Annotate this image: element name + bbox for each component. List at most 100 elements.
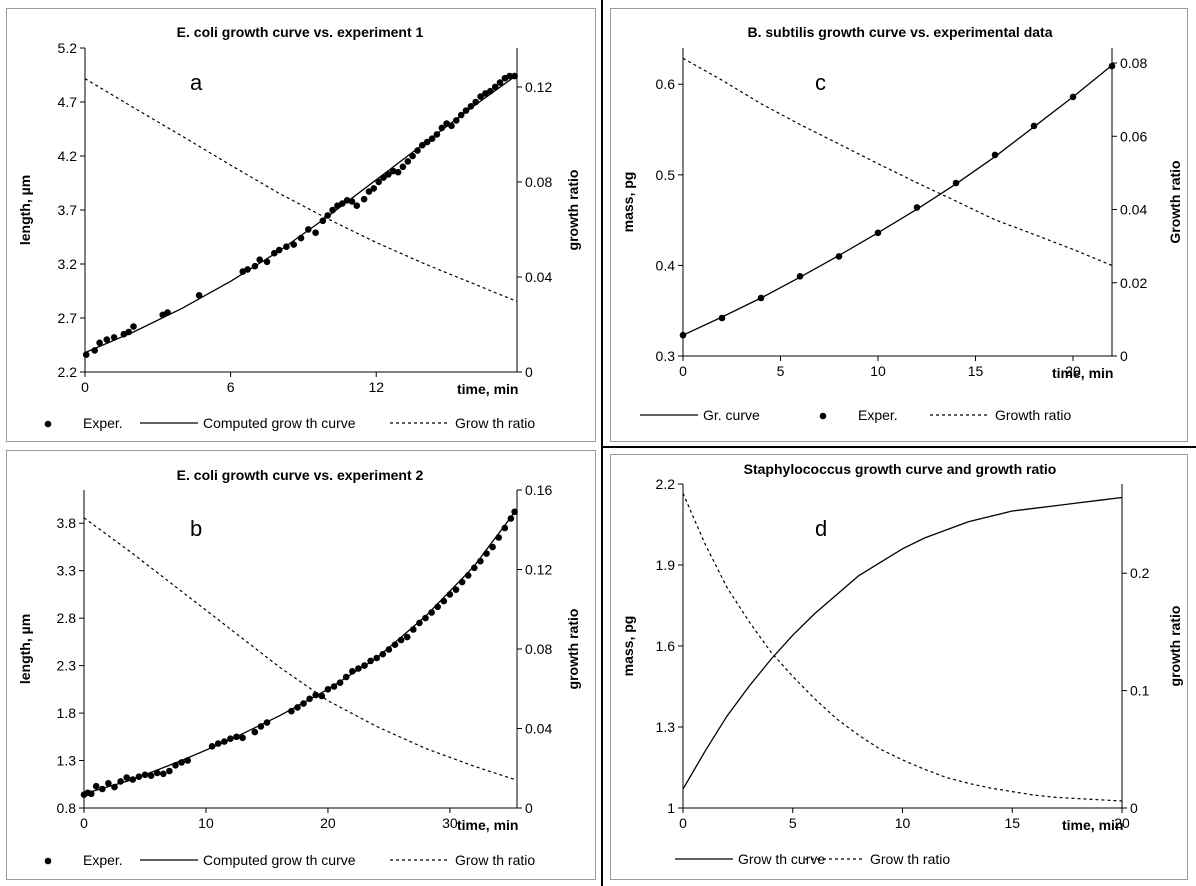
data-point-c bbox=[991, 151, 999, 159]
data-point-b bbox=[257, 723, 265, 730]
x-tick-label-d: 20 bbox=[1114, 815, 1130, 831]
data-point-b bbox=[306, 695, 313, 703]
data-point-b bbox=[227, 735, 234, 742]
data-point-b bbox=[434, 603, 442, 611]
data-point-a bbox=[506, 72, 513, 80]
y2-tick-label-a: 0.12 bbox=[525, 79, 552, 95]
y2-tick-label-b: 0.12 bbox=[525, 562, 552, 578]
data-point-b bbox=[507, 515, 515, 522]
data-point-b bbox=[288, 707, 295, 715]
data-point-b bbox=[153, 769, 161, 777]
y2-axis-label-c: Growth ratio bbox=[1167, 160, 1183, 243]
y-tick-label-c: 0.5 bbox=[656, 167, 676, 183]
data-point-b bbox=[349, 668, 356, 675]
data-point-b bbox=[88, 790, 95, 798]
panel-label-d: d bbox=[815, 516, 827, 541]
data-point-c bbox=[796, 273, 804, 280]
data-point-b bbox=[123, 774, 130, 781]
data-point-a bbox=[283, 243, 290, 250]
y-axis-label-a: length, µm bbox=[17, 175, 33, 245]
data-point-b bbox=[233, 733, 240, 741]
data-point-b bbox=[367, 657, 374, 665]
data-point-b bbox=[147, 772, 155, 779]
x-axis-label-b: time, min bbox=[457, 817, 518, 833]
data-point-c bbox=[718, 314, 726, 322]
x-tick-label-a: 12 bbox=[368, 379, 384, 395]
data-point-b bbox=[324, 686, 332, 693]
legend-entry-b: Computed grow th curve bbox=[203, 852, 356, 868]
y-tick-label-c: 0.6 bbox=[656, 76, 676, 92]
data-point-b bbox=[495, 534, 503, 541]
legend-entry-b: Grow th ratio bbox=[455, 852, 535, 868]
data-point-b bbox=[99, 785, 106, 793]
data-point-b bbox=[342, 673, 350, 681]
data-point-b bbox=[355, 665, 362, 672]
chart-title-a: E. coli growth curve vs. experiment 1 bbox=[177, 24, 424, 40]
data-point-b bbox=[458, 578, 466, 586]
legend-marker-points-a bbox=[44, 420, 52, 428]
data-point-b bbox=[489, 543, 496, 551]
data-point-b bbox=[105, 780, 112, 787]
data-point-a bbox=[96, 339, 103, 347]
data-point-a bbox=[103, 336, 111, 343]
y-axis-label-d: mass, pg bbox=[620, 616, 636, 677]
y2-tick-label-b: 0.16 bbox=[525, 482, 552, 498]
data-point-c bbox=[874, 229, 882, 237]
data-point-b bbox=[111, 783, 118, 791]
data-point-a bbox=[472, 98, 480, 106]
data-point-a bbox=[448, 122, 455, 130]
y-axis-label-c: mass, pg bbox=[620, 172, 636, 233]
data-point-a bbox=[491, 83, 499, 91]
data-point-a bbox=[319, 217, 327, 225]
y-tick-label-d: 1.3 bbox=[656, 719, 676, 735]
data-point-b bbox=[129, 776, 137, 783]
panel-a-frame bbox=[6, 8, 596, 442]
growth-curve-line-d bbox=[682, 496, 1123, 790]
data-point-a bbox=[375, 178, 383, 186]
y2-tick-label-a: 0.08 bbox=[525, 174, 552, 190]
x-tick-label-d: 10 bbox=[895, 815, 911, 831]
x-tick-label-d: 15 bbox=[1004, 815, 1020, 831]
data-point-b bbox=[166, 767, 173, 775]
data-point-b bbox=[117, 778, 124, 785]
data-point-b bbox=[440, 597, 448, 605]
data-point-b bbox=[330, 683, 338, 690]
data-point-a bbox=[297, 234, 305, 242]
data-point-b bbox=[208, 743, 216, 750]
y-tick-label-a: 3.7 bbox=[58, 202, 78, 218]
x-tick-label-c: 5 bbox=[777, 363, 785, 379]
data-point-c bbox=[757, 294, 765, 302]
y-tick-label-b: 1.3 bbox=[57, 753, 77, 769]
y2-tick-label-c: 0.08 bbox=[1120, 55, 1147, 71]
data-point-c bbox=[952, 179, 960, 187]
y2-tick-label-d: 0 bbox=[1130, 800, 1138, 816]
x-tick-label-c: 10 bbox=[870, 363, 886, 379]
legend-entry-c: Gr. curve bbox=[703, 407, 760, 423]
data-point-a bbox=[370, 185, 378, 192]
data-point-a bbox=[324, 212, 332, 219]
x-axis-label-d: time, min bbox=[1062, 817, 1123, 833]
growth-ratio-line-d bbox=[682, 493, 1123, 802]
data-point-a bbox=[477, 93, 484, 100]
data-point-b bbox=[391, 641, 399, 648]
legend-entry-a: Grow th ratio bbox=[455, 415, 535, 431]
growth-curve-line-b bbox=[83, 508, 518, 795]
x-tick-label-c: 20 bbox=[1065, 363, 1081, 379]
y2-tick-label-c: 0 bbox=[1120, 348, 1128, 364]
y2-axis-label-a: growth ratio bbox=[565, 170, 581, 251]
data-point-a bbox=[419, 141, 426, 149]
growth-curve-line-c bbox=[682, 64, 1113, 336]
data-point-a bbox=[110, 334, 118, 341]
data-point-a bbox=[348, 198, 356, 205]
y-tick-label-a: 4.7 bbox=[58, 94, 78, 110]
y2-axis-label-b: growth ratio bbox=[565, 609, 581, 690]
data-point-b bbox=[471, 564, 478, 572]
data-point-b bbox=[428, 609, 435, 616]
y-tick-label-b: 2.3 bbox=[57, 658, 77, 674]
growth-ratio-line-c bbox=[682, 57, 1113, 267]
x-axis-label-c: time, min bbox=[1052, 365, 1113, 381]
y-tick-label-b: 3.3 bbox=[57, 563, 77, 579]
data-point-a bbox=[339, 200, 346, 207]
data-point-b bbox=[312, 691, 320, 699]
y-tick-label-a: 5.2 bbox=[58, 40, 78, 56]
